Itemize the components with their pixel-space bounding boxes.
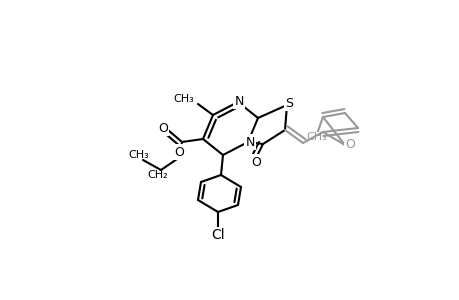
Text: CH₃: CH₃ [129, 150, 149, 160]
Text: O: O [251, 155, 260, 169]
Text: CH₃: CH₃ [173, 94, 194, 104]
Text: N: N [245, 136, 254, 148]
Text: CH₃: CH₃ [306, 132, 327, 142]
Text: Cl: Cl [211, 228, 224, 242]
Text: O: O [174, 146, 184, 158]
Text: CH₂: CH₂ [147, 170, 168, 180]
Text: N: N [234, 94, 243, 107]
Text: S: S [285, 97, 292, 110]
Text: O: O [344, 137, 354, 151]
Text: O: O [158, 122, 168, 134]
